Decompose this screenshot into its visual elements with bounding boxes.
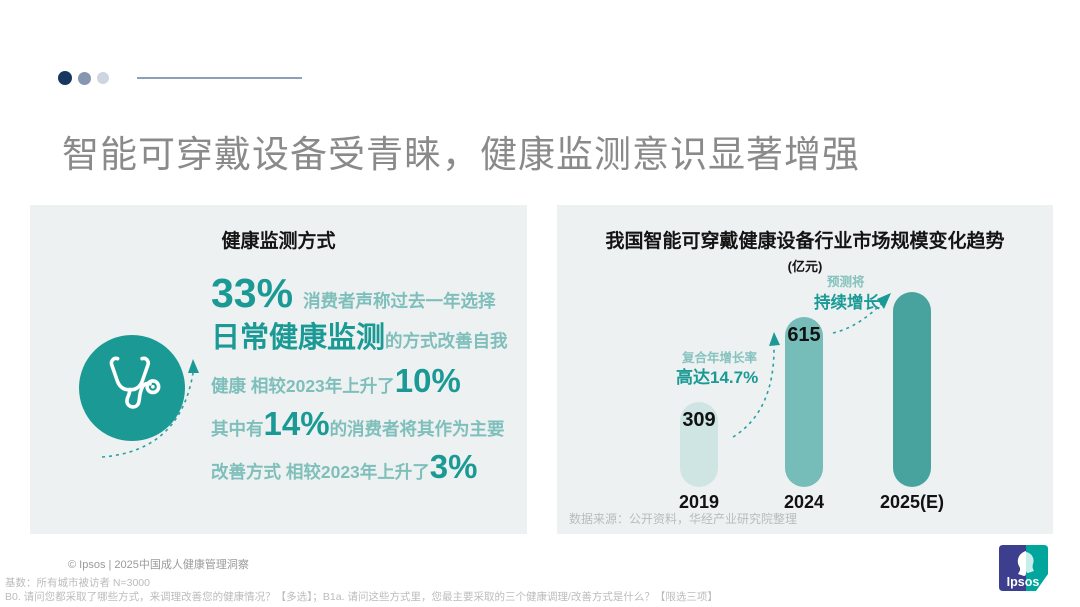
decoration-line bbox=[137, 77, 302, 79]
stat-value: 14% bbox=[263, 404, 330, 442]
stats-block: 33% 消费者声称过去一年选择 日常健康监测 的方式改善自我 健康 相较2023… bbox=[211, 273, 523, 493]
chart-bar bbox=[893, 292, 931, 487]
ipsos-logo: Ipsos bbox=[999, 545, 1048, 596]
stat-value: 10% bbox=[394, 361, 461, 399]
header-decoration bbox=[58, 71, 302, 85]
stat-highlight: 日常健康监测 bbox=[211, 322, 386, 354]
stat-row: 日常健康监测 的方式改善自我 bbox=[211, 322, 523, 355]
decoration-dot bbox=[58, 71, 72, 85]
stat-row: 健康 相较2023年上升了 10% bbox=[211, 364, 523, 398]
market-trend-panel: 我国智能可穿戴健康设备行业市场规模变化趋势 (亿元) 309 2019 615 202… bbox=[557, 205, 1053, 534]
stat-value: 3% bbox=[429, 447, 478, 485]
stat-row: 其中有 14% 的消费者将其作为主要 bbox=[211, 407, 523, 441]
chart-unit-label: (亿元) bbox=[787, 259, 823, 274]
stat-text: 消费者声称过去一年选择 bbox=[303, 291, 496, 311]
chart-bar: 615 bbox=[785, 317, 823, 487]
stat-text: 其中有 bbox=[211, 418, 264, 439]
left-panel-header: 健康监测方式 bbox=[221, 231, 336, 252]
copyright-line: © Ipsos | 2025中国成人健康管理洞察 bbox=[68, 559, 249, 571]
stethoscope-icon bbox=[96, 350, 168, 427]
cagr-value: 高达14.7% bbox=[676, 368, 759, 387]
stat-text: 改善方式 相较2023年上升了 bbox=[211, 461, 430, 482]
bar-category-label: 2019 bbox=[678, 492, 720, 512]
bar-value-label: 615 bbox=[787, 324, 821, 346]
sample-base-note: 基数：所有城市被访者 N=3000 bbox=[5, 577, 150, 589]
stat-text: 健康 相较2023年上升了 bbox=[211, 375, 395, 396]
stethoscope-badge bbox=[79, 335, 185, 441]
bar-category-label: 2024 bbox=[783, 492, 825, 512]
decoration-dot bbox=[78, 71, 91, 85]
data-source-note: 数据来源：公开资料，华经产业研究院整理 bbox=[569, 512, 798, 526]
bar-value-label: 309 bbox=[682, 409, 716, 431]
stat-row: 改善方式 相较2023年上升了 3% bbox=[211, 450, 523, 484]
page-title: 智能可穿戴设备受青睐，健康监测意识显著增强 bbox=[62, 134, 860, 175]
bar-category-label: 2025(E) bbox=[879, 492, 945, 512]
questionnaire-note: B0. 请问您都采取了哪些方式，来调理改善您的健康情况？【多选】；B1a. 请问… bbox=[5, 591, 718, 603]
chart-bar: 309 bbox=[680, 402, 718, 487]
stat-value: 33% bbox=[211, 270, 294, 316]
stat-row: 33% 消费者声称过去一年选择 bbox=[211, 273, 523, 314]
decoration-dot bbox=[97, 72, 109, 84]
stat-text: 的消费者将其作为主要 bbox=[329, 418, 505, 439]
ipsos-logo-text: Ipsos bbox=[1007, 575, 1040, 589]
health-monitoring-panel: 健康监测方式 33% 消费者声称过去一年选择 日常健 bbox=[30, 205, 527, 534]
forecast-value: 持续增长 bbox=[814, 294, 880, 312]
chart-title: 我国智能可穿戴健康设备行业市场规模变化趋势 bbox=[605, 231, 1005, 252]
forecast-label: 预测将 bbox=[827, 275, 865, 289]
bar-chart: 309 2019 615 2024 2025(E) bbox=[557, 205, 1053, 534]
stat-text: 的方式改善自我 bbox=[385, 331, 508, 351]
